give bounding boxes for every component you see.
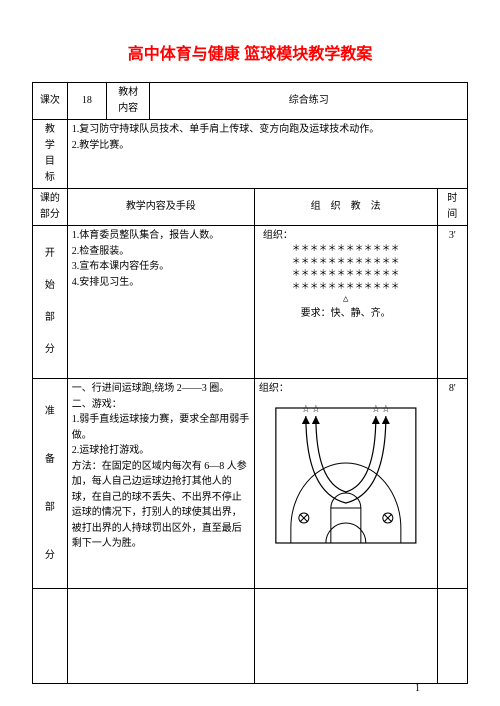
lesson-table: 课次 18 教材内容 综合练习 教学目标 1.复习防守持球队员技术、单手肩上传球… bbox=[32, 82, 468, 684]
player-star: ☆ bbox=[371, 404, 380, 415]
empty-cell bbox=[67, 589, 254, 684]
prep-time: 8' bbox=[437, 379, 467, 589]
stars-row: ＊＊＊＊＊＊＊＊＊＊＊＊ bbox=[259, 281, 433, 294]
hdr-time: 时间 bbox=[437, 189, 467, 226]
org-prefix: 组织： bbox=[259, 228, 433, 243]
player-star: ☆ bbox=[311, 404, 320, 415]
start-time: 3' bbox=[437, 226, 467, 379]
empty-cell bbox=[33, 589, 68, 684]
start-content: 1.体育委员整队集合，报告人数。 2.检查服装。 3.宣布本课内容任务。 4.安… bbox=[67, 226, 254, 379]
triangle-symbol: △ bbox=[259, 293, 433, 306]
label-prep: 准 备 部 分 bbox=[33, 379, 68, 589]
org-prefix2: 组织： bbox=[255, 379, 437, 398]
label-lesson-num: 课次 bbox=[33, 83, 68, 120]
court-diagram: ☆ ☆ ☆ ☆ bbox=[255, 398, 437, 548]
stars-row: ＊＊＊＊＊＊＊＊＊＊＊＊ bbox=[259, 243, 433, 256]
stars-row: ＊＊＊＊＊＊＊＊＊＊＊＊ bbox=[259, 256, 433, 269]
empty-cell bbox=[437, 589, 467, 684]
prep-content: 一、行进间运球跑,绕场 2——3 圈。 二、游戏： 1.弱手直线运球接力赛，要求… bbox=[67, 379, 254, 589]
hdr-content: 教学内容及手段 bbox=[67, 189, 254, 226]
value-material: 综合练习 bbox=[150, 83, 468, 120]
value-lesson-num: 18 bbox=[67, 83, 106, 120]
label-goals: 教学目标 bbox=[33, 120, 68, 189]
goals-text: 1.复习防守持球队员技术、单手肩上传球、变方向跑及运球技术动作。 2.教学比赛。 bbox=[67, 120, 467, 189]
stars-row: ＊＊＊＊＊＊＊＊＊＊＊＊ bbox=[259, 268, 433, 281]
page-number: 1 bbox=[415, 683, 420, 694]
require-text: 要求：快、静、齐。 bbox=[259, 306, 433, 321]
page-title: 高中体育与健康 篮球模块教学教案 bbox=[32, 40, 468, 64]
prep-org: 组织： ☆ bbox=[254, 379, 437, 589]
hdr-org: 组 织 教 法 bbox=[254, 189, 437, 226]
hdr-part: 课的部分 bbox=[33, 189, 68, 226]
player-star: ☆ bbox=[381, 404, 390, 415]
start-org: 组织： ＊＊＊＊＊＊＊＊＊＊＊＊ ＊＊＊＊＊＊＊＊＊＊＊＊ ＊＊＊＊＊＊＊＊＊＊… bbox=[254, 226, 437, 379]
label-start: 开 始 部 分 bbox=[33, 226, 68, 379]
player-star: ☆ bbox=[301, 404, 310, 415]
empty-cell bbox=[254, 589, 437, 684]
label-material: 教材内容 bbox=[106, 83, 150, 120]
